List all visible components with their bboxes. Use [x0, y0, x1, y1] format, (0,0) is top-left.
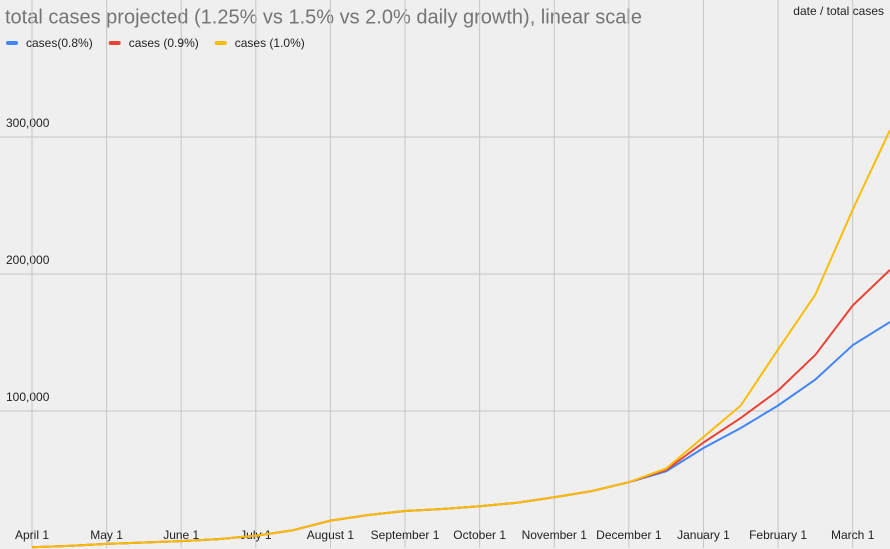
- x-tick-label: April 1: [15, 528, 49, 542]
- series-line: [31, 129, 890, 549]
- y-tick-label: 300,000: [6, 116, 50, 130]
- y-tick-label: 100,000: [6, 390, 50, 404]
- x-tick-label: September 1: [371, 528, 440, 542]
- series-line: [31, 321, 890, 549]
- x-tick-label: February 1: [749, 528, 807, 542]
- legend-swatch: [108, 41, 121, 45]
- x-tick-label: November 1: [522, 528, 588, 542]
- y-tick-label: 200,000: [6, 253, 50, 267]
- x-tick-label: December 1: [596, 528, 662, 542]
- x-tick-label: October 1: [453, 528, 506, 542]
- legend-label: cases (1.0%): [235, 36, 305, 50]
- x-tick-label: January 1: [677, 528, 730, 542]
- legend-label: cases (0.9%): [129, 36, 199, 50]
- legend-swatch: [214, 41, 227, 45]
- axis-title: date / total cases: [793, 4, 884, 18]
- x-tick-label: May 1: [90, 528, 123, 542]
- chart-title: total cases projected (1.25% vs 1.5% vs …: [5, 6, 642, 28]
- legend-label: cases(0.8%): [26, 36, 93, 50]
- x-tick-label: August 1: [307, 528, 355, 542]
- x-tick-label: June 1: [163, 528, 199, 542]
- legend-swatch: [6, 41, 18, 45]
- series-line: [31, 269, 890, 549]
- x-tick-label: March 1: [831, 528, 875, 542]
